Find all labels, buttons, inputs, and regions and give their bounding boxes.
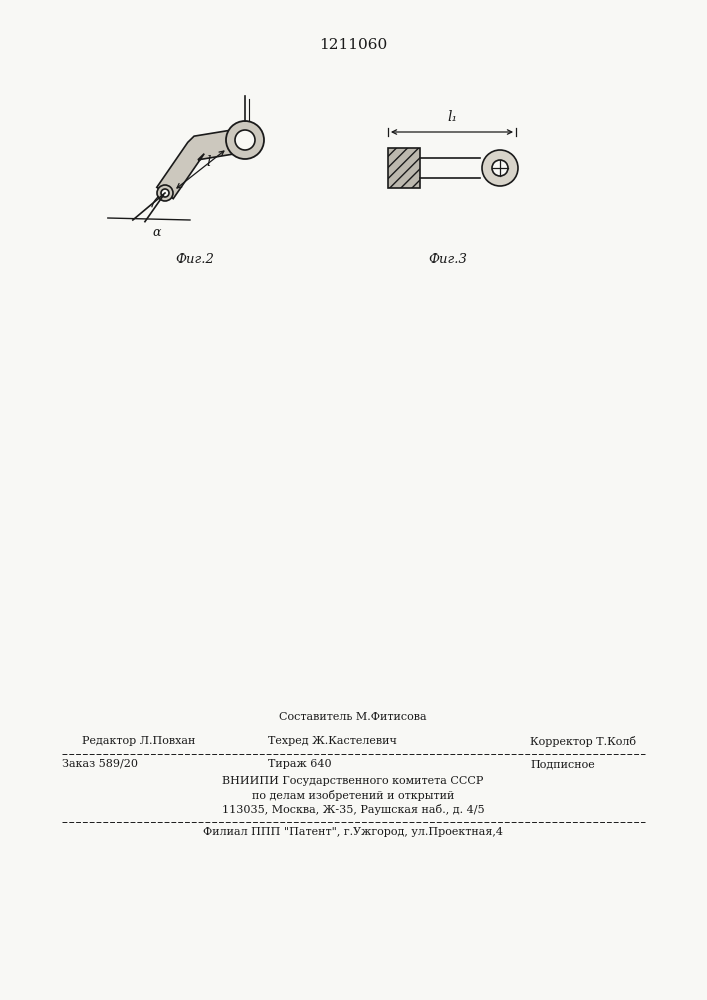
Text: l: l [206,155,211,169]
Circle shape [482,150,518,186]
Text: по делам изобретений и открытий: по делам изобретений и открытий [252,790,454,801]
Circle shape [157,185,173,201]
Circle shape [492,160,508,176]
Text: Филиал ППП "Патент", г.Ужгород, ул.Проектная,4: Филиал ППП "Патент", г.Ужгород, ул.Проек… [203,827,503,837]
Circle shape [161,189,169,197]
Polygon shape [157,128,247,199]
Text: Корректор Т.Колб: Корректор Т.Колб [530,736,636,747]
Bar [388,148,420,188]
Text: Подписное: Подписное [530,759,595,769]
Text: Техред Ж.Кастелевич: Техред Ж.Кастелевич [268,736,397,746]
Text: Тираж 640: Тираж 640 [268,759,332,769]
Text: Фиг.3: Фиг.3 [428,253,467,266]
Text: Редактор Л.Повхан: Редактор Л.Повхан [82,736,195,746]
Text: Заказ 589/20: Заказ 589/20 [62,759,138,769]
Text: 113035, Москва, Ж-35, Раушская наб., д. 4/5: 113035, Москва, Ж-35, Раушская наб., д. … [222,804,484,815]
Text: Составитель М.Фитисова: Составитель М.Фитисова [279,712,427,722]
Circle shape [226,121,264,159]
Text: 1211060: 1211060 [319,38,387,52]
Text: ВНИИПИ Государственного комитета СССР: ВНИИПИ Государственного комитета СССР [222,776,484,786]
Text: α: α [153,227,161,239]
Text: Фиг.2: Фиг.2 [175,253,214,266]
Circle shape [235,130,255,150]
Text: l₁: l₁ [447,110,457,124]
